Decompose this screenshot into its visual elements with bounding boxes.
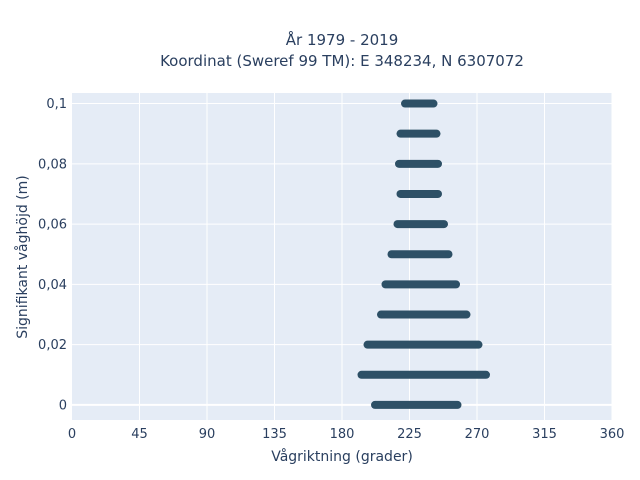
chart-title-line-1: År 1979 - 2019 xyxy=(286,30,399,49)
scatter-point xyxy=(396,190,405,198)
scatter-point xyxy=(434,190,442,198)
scatter-point xyxy=(482,371,490,379)
x-tick-label: 225 xyxy=(397,427,422,442)
scatter-point xyxy=(440,220,448,228)
scatter-point xyxy=(444,250,453,258)
y-tick-label: 0,04 xyxy=(38,278,67,293)
scatter-point xyxy=(474,341,483,349)
y-tick-label: 0,02 xyxy=(38,338,67,353)
x-tick-label: 45 xyxy=(131,427,148,442)
x-axis-label: Vågriktning (grader) xyxy=(271,448,413,465)
x-tick-label: 180 xyxy=(330,427,355,442)
scatter-point xyxy=(381,280,390,288)
x-tick-label: 90 xyxy=(199,427,216,442)
x-tick-label: 360 xyxy=(600,427,625,442)
data-points xyxy=(357,99,490,409)
y-tick-labels: 0 0,02 0,04 0,06 0,08 0,1 xyxy=(38,97,67,413)
scatter-point xyxy=(429,99,438,108)
chart-title-line-2: Koordinat (Sweref 99 TM): E 348234, N 63… xyxy=(160,52,524,70)
y-tick-label: 0,06 xyxy=(38,218,67,233)
scatter-point xyxy=(401,99,409,108)
scatter-point xyxy=(387,250,396,258)
x-tick-label: 270 xyxy=(465,427,490,442)
x-tick-label: 0 xyxy=(68,427,76,442)
y-tick-label: 0,08 xyxy=(38,157,67,172)
scatter-point xyxy=(395,160,403,168)
scatter-point xyxy=(452,280,460,288)
scatter-point xyxy=(434,160,442,168)
scatter-point xyxy=(396,130,405,138)
x-tick-label: 135 xyxy=(262,427,287,442)
scatter-point xyxy=(462,310,471,319)
scatter-point xyxy=(357,371,366,379)
scatter-point xyxy=(453,401,462,409)
y-tick-label: 0 xyxy=(59,398,67,413)
scatter-point xyxy=(371,401,379,409)
scatter-point xyxy=(393,220,402,228)
x-tick-label: 315 xyxy=(532,427,557,442)
y-tick-label: 0,1 xyxy=(46,97,67,112)
scatter-point xyxy=(432,130,441,138)
x-tick-labels: 0 45 90 135 180 225 270 315 360 xyxy=(68,427,625,442)
scatter-point xyxy=(377,310,385,319)
y-axis-label: Signifikant våghöjd (m) xyxy=(14,175,31,338)
scatter-point xyxy=(363,341,372,349)
grid-lines xyxy=(72,93,613,420)
